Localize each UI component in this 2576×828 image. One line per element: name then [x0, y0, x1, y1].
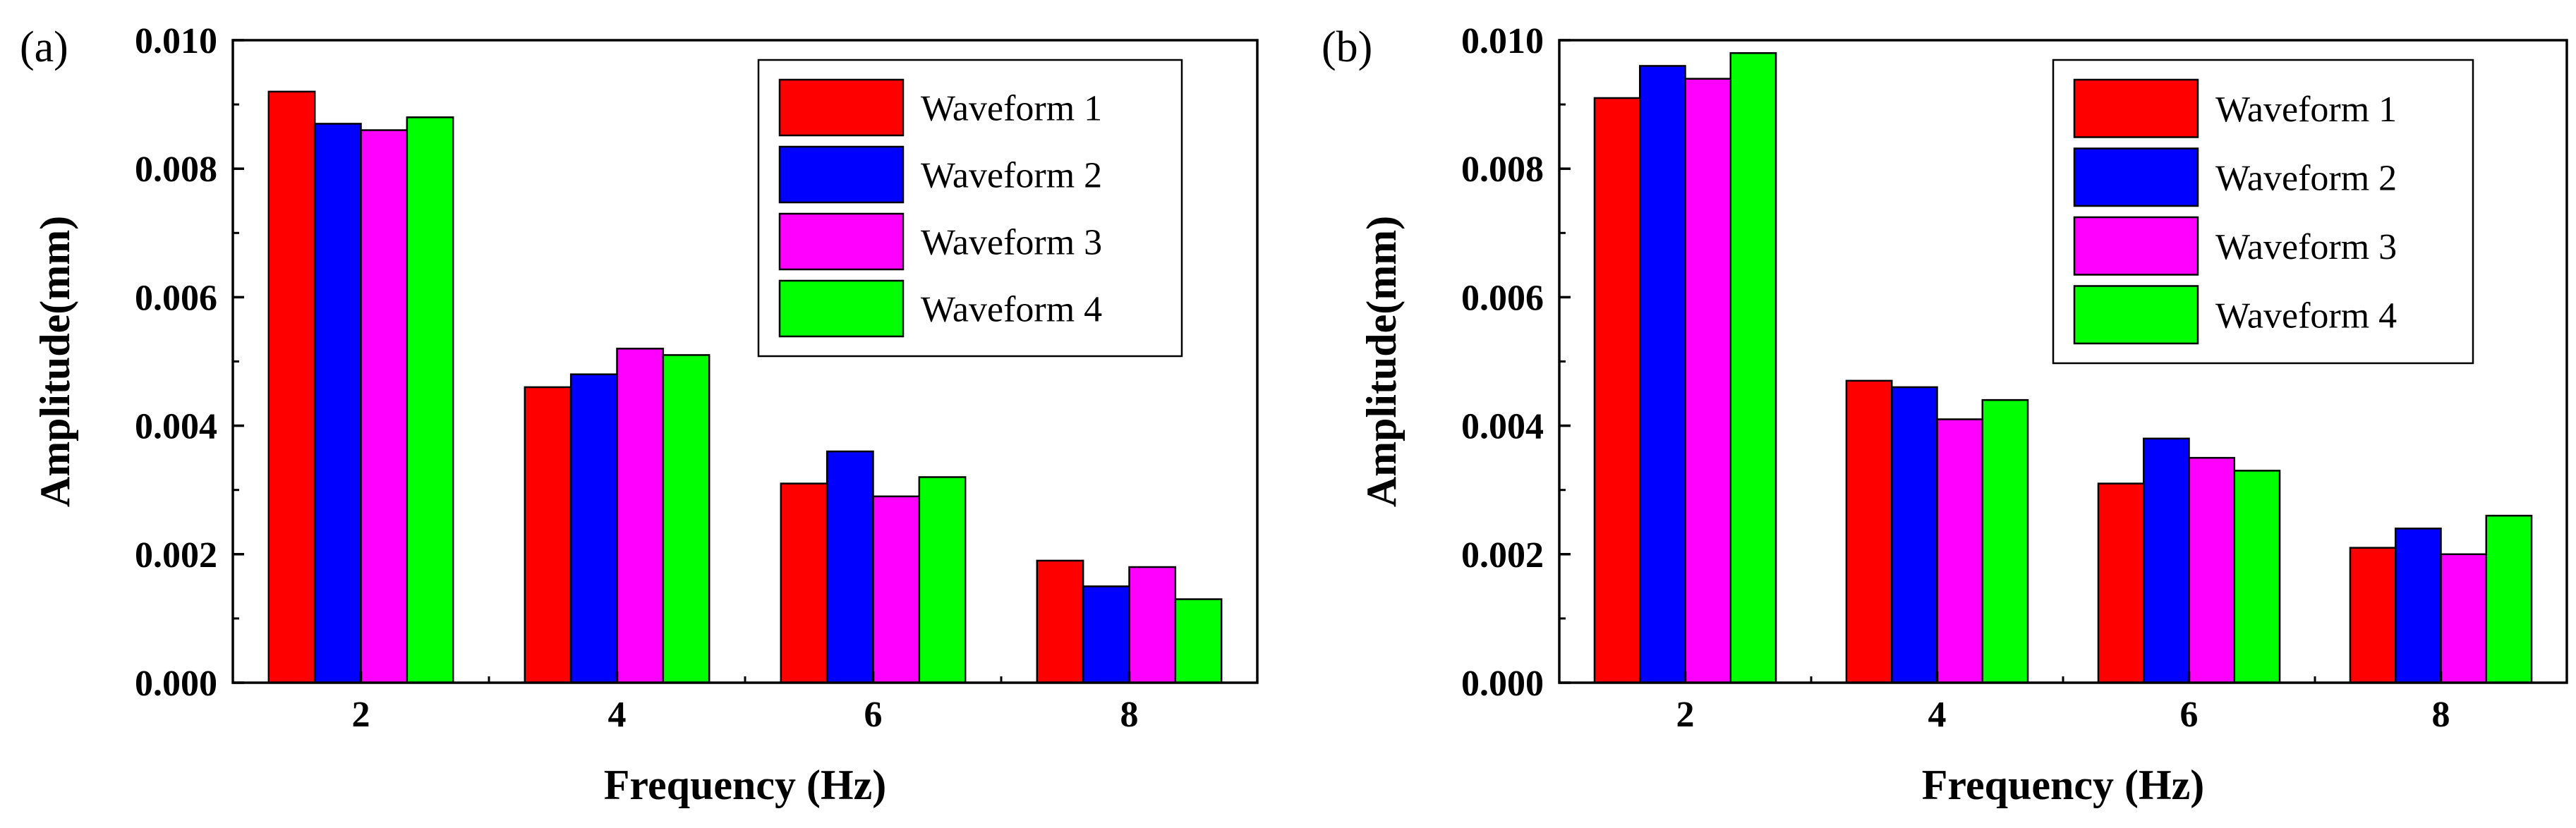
bar-waveform-1-4hz	[1845, 379, 1893, 684]
x-axis-title: Frequency (Hz)	[1922, 762, 2204, 808]
x-tick-label: 4	[1928, 695, 1947, 735]
bar-waveform-4-6hz	[918, 476, 967, 684]
bar-waveform-4-2hz	[1729, 51, 1777, 684]
bar-waveform-1-2hz	[267, 90, 316, 684]
chart-panel-a: (a) 0.000 0.002 0.004 0.006 0.008 0.010 2 4 6 8 Fre…	[20, 21, 1259, 808]
bar-waveform-4-8hz	[2485, 514, 2533, 684]
y-tick-label: 0.004	[1461, 407, 1544, 447]
bar-waveform-1-6hz	[2097, 482, 2145, 684]
bar-waveform-2-6hz	[2142, 437, 2190, 684]
y-tick-label: 0.002	[1461, 535, 1544, 576]
bar-waveform-1-2hz	[1593, 97, 1641, 684]
y-tick-label: 0.004	[135, 407, 217, 447]
legend-swatch-3	[778, 212, 905, 271]
bar-waveform-3-4hz	[616, 348, 665, 684]
y-axis-title: Amplitude(mm)	[1358, 216, 1405, 507]
bar-waveform-4-6hz	[2233, 470, 2281, 684]
x-tick-label: 4	[608, 695, 627, 735]
legend-swatch-2	[2073, 147, 2199, 207]
legend-label-4: Waveform 4	[2215, 296, 2397, 336]
legend-label-4: Waveform 4	[921, 290, 1102, 330]
legend-swatch-1	[778, 78, 905, 137]
bar-waveform-4-4hz	[662, 354, 710, 684]
y-axis-title: Amplitude(mm)	[32, 216, 78, 507]
x-axis-title: Frequency (Hz)	[604, 762, 886, 808]
bar-waveform-2-8hz	[2394, 528, 2442, 684]
x-tick-label: 8	[2432, 695, 2450, 735]
bar-waveform-2-4hz	[1890, 386, 1938, 684]
x-tick-label: 6	[2180, 695, 2199, 735]
y-tick-label: 0.010	[135, 21, 217, 61]
y-tick-label: 0.010	[1461, 21, 1544, 61]
x-tick-label: 2	[1676, 695, 1695, 735]
legend-label-3: Waveform 3	[2215, 227, 2397, 267]
bar-waveform-1-8hz	[1036, 559, 1084, 684]
bar-waveform-1-8hz	[2349, 547, 2397, 684]
bar-waveform-3-4hz	[1936, 418, 1984, 684]
legend-swatch-2	[778, 145, 905, 204]
bar-waveform-2-2hz	[1638, 65, 1686, 684]
bar-waveform-3-6hz	[2188, 456, 2236, 684]
y-tick-label: 0.000	[1461, 664, 1544, 704]
bar-waveform-3-6hz	[872, 495, 921, 684]
legend-swatch-4	[2073, 285, 2199, 345]
legend-label-1: Waveform 1	[921, 89, 1102, 129]
panel-label: (a)	[20, 23, 68, 71]
panel-label: (b)	[1322, 23, 1372, 71]
legend-label-2: Waveform 2	[921, 156, 1102, 196]
y-tick-label: 0.000	[135, 664, 217, 704]
x-tick-label: 6	[864, 695, 883, 735]
bar-waveform-3-8hz	[2440, 553, 2488, 684]
legend-label-2: Waveform 2	[2215, 158, 2397, 198]
legend-swatch-1	[2073, 78, 2199, 138]
x-tick-label: 8	[1120, 695, 1139, 735]
legend-label-3: Waveform 3	[921, 223, 1102, 263]
y-tick-label: 0.008	[1461, 150, 1544, 190]
legend-label-1: Waveform 1	[2215, 90, 2397, 130]
bar-waveform-3-2hz	[1684, 78, 1732, 684]
bar-waveform-2-2hz	[313, 123, 362, 684]
bar-waveform-2-6hz	[826, 450, 874, 684]
y-tick-label: 0.006	[135, 278, 217, 318]
bar-waveform-3-2hz	[360, 129, 409, 684]
legend-swatch-3	[2073, 216, 2199, 276]
bar-waveform-2-8hz	[1082, 585, 1130, 684]
bar-waveform-2-4hz	[569, 373, 618, 684]
chart-panel-b: (b) 0.000 0.002 0.004 0.006 0.008 0.010 2 4 6 8 Fre…	[1322, 21, 2568, 808]
bar-waveform-1-4hz	[524, 386, 572, 684]
bar-waveform-4-2hz	[406, 116, 454, 684]
bar-waveform-1-6hz	[780, 482, 828, 684]
y-tick-label: 0.006	[1461, 278, 1544, 318]
bar-waveform-3-8hz	[1128, 566, 1177, 684]
y-tick-label: 0.002	[135, 535, 217, 576]
y-tick-label: 0.008	[135, 150, 217, 190]
legend-swatch-4	[778, 279, 905, 338]
x-tick-label: 2	[352, 695, 370, 735]
bar-waveform-4-4hz	[1981, 398, 2029, 684]
bar-waveform-4-8hz	[1174, 598, 1223, 684]
